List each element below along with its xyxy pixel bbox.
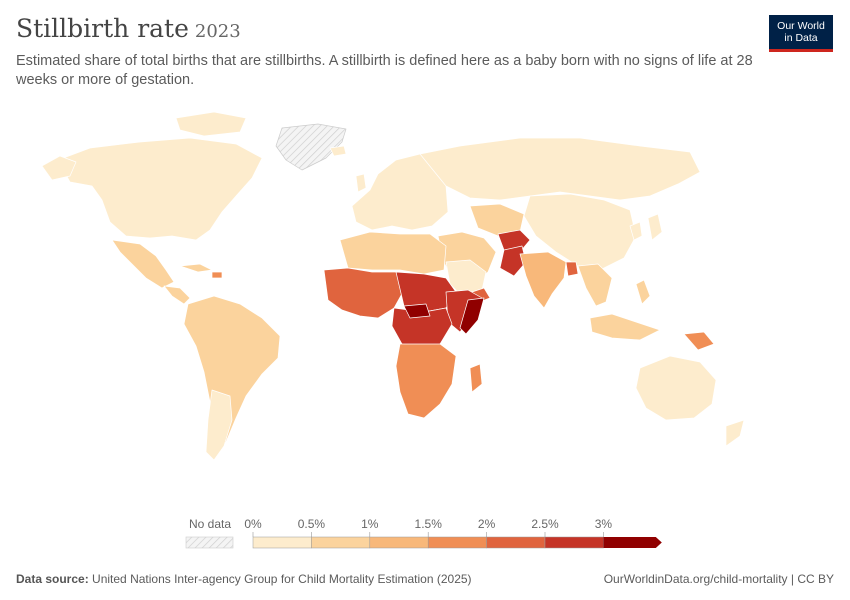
legend-bin-1[interactable] <box>311 536 371 549</box>
owid-logo[interactable]: Our World in Data <box>769 15 833 52</box>
south-america-shape[interactable] <box>183 295 281 459</box>
car-shape[interactable] <box>403 303 431 319</box>
madagascar-shape[interactable] <box>469 363 483 393</box>
chile-argentina-shape[interactable] <box>205 389 233 461</box>
greenland-shape[interactable] <box>275 123 347 171</box>
iceland-shape[interactable] <box>329 145 347 157</box>
legend-tick-3: 1.5% <box>415 517 443 531</box>
japan-shape[interactable] <box>647 213 663 241</box>
north-africa-shape[interactable] <box>339 231 447 275</box>
legend-tick-0: 0% <box>244 517 262 531</box>
legend-tick-4: 2% <box>478 517 496 531</box>
legend-tick-5: 2.5% <box>531 517 559 531</box>
legend-bin-6[interactable] <box>603 537 662 548</box>
logo-line-2: in Data <box>784 32 818 44</box>
country-shapes <box>41 111 745 461</box>
indonesia-shape[interactable] <box>589 313 661 341</box>
australia-shape[interactable] <box>635 355 717 421</box>
chart-title: Stillbirth rate 2023 <box>16 14 241 43</box>
mexico-shape[interactable] <box>111 239 175 289</box>
legend-tick-2: 1% <box>361 517 379 531</box>
legend-ticks: 0% 0.5% 1% 1.5% 2% 2.5% 3% <box>244 517 612 537</box>
legend-bins <box>252 536 662 549</box>
title-text: Stillbirth rate <box>16 14 189 43</box>
china-shape[interactable] <box>523 193 637 271</box>
west-africa-shape[interactable] <box>323 267 405 319</box>
philippines-shape[interactable] <box>635 279 651 305</box>
haiti-shape[interactable] <box>211 271 223 279</box>
png-shape[interactable] <box>683 331 715 351</box>
color-legend: No data 0% 0.5% 1% 1.5% 2% 2.5% 3% <box>185 517 662 549</box>
legend-tick-6: 3% <box>595 517 613 531</box>
central-america-shape[interactable] <box>163 285 191 305</box>
footer-url[interactable]: OurWorldinData.org/child-mortality | CC … <box>603 572 834 586</box>
canada-usa-shape[interactable] <box>57 137 263 241</box>
uk-shape[interactable] <box>355 173 367 193</box>
data-source-label: Data source: <box>16 572 89 586</box>
legend-no-data-label: No data <box>189 517 231 531</box>
bangladesh-shape[interactable] <box>565 261 579 277</box>
legend-bin-3[interactable] <box>427 536 487 549</box>
legend-no-data-swatch[interactable] <box>185 536 234 549</box>
canada-islands-shape[interactable] <box>175 111 247 137</box>
southeast-asia-shape[interactable] <box>577 263 613 307</box>
legend-bin-5[interactable] <box>544 536 604 549</box>
chart-subtitle: Estimated share of total births that are… <box>16 53 753 88</box>
data-source-text: United Nations Inter-agency Group for Ch… <box>92 572 472 586</box>
title-year: 2023 <box>194 21 241 42</box>
cuba-shape[interactable] <box>179 263 213 273</box>
europe-shape[interactable] <box>351 153 449 231</box>
russia-shape[interactable] <box>419 137 701 201</box>
somalia-shape[interactable] <box>459 297 485 335</box>
legend-bin-2[interactable] <box>369 536 429 549</box>
legend-bin-0[interactable] <box>252 536 312 549</box>
legend-tick-1: 0.5% <box>298 517 326 531</box>
legend-bin-4[interactable] <box>486 536 546 549</box>
new-zealand-shape[interactable] <box>725 419 745 447</box>
korea-shape[interactable] <box>629 221 643 241</box>
india-shape[interactable] <box>519 251 567 309</box>
world-map[interactable] <box>0 100 850 480</box>
logo-line-1: Our World <box>777 20 825 32</box>
southern-africa-shape[interactable] <box>395 343 457 419</box>
pakistan-shape[interactable] <box>499 245 527 277</box>
alaska-shape[interactable] <box>41 155 77 181</box>
data-source: Data source: United Nations Inter-agency… <box>16 572 472 586</box>
